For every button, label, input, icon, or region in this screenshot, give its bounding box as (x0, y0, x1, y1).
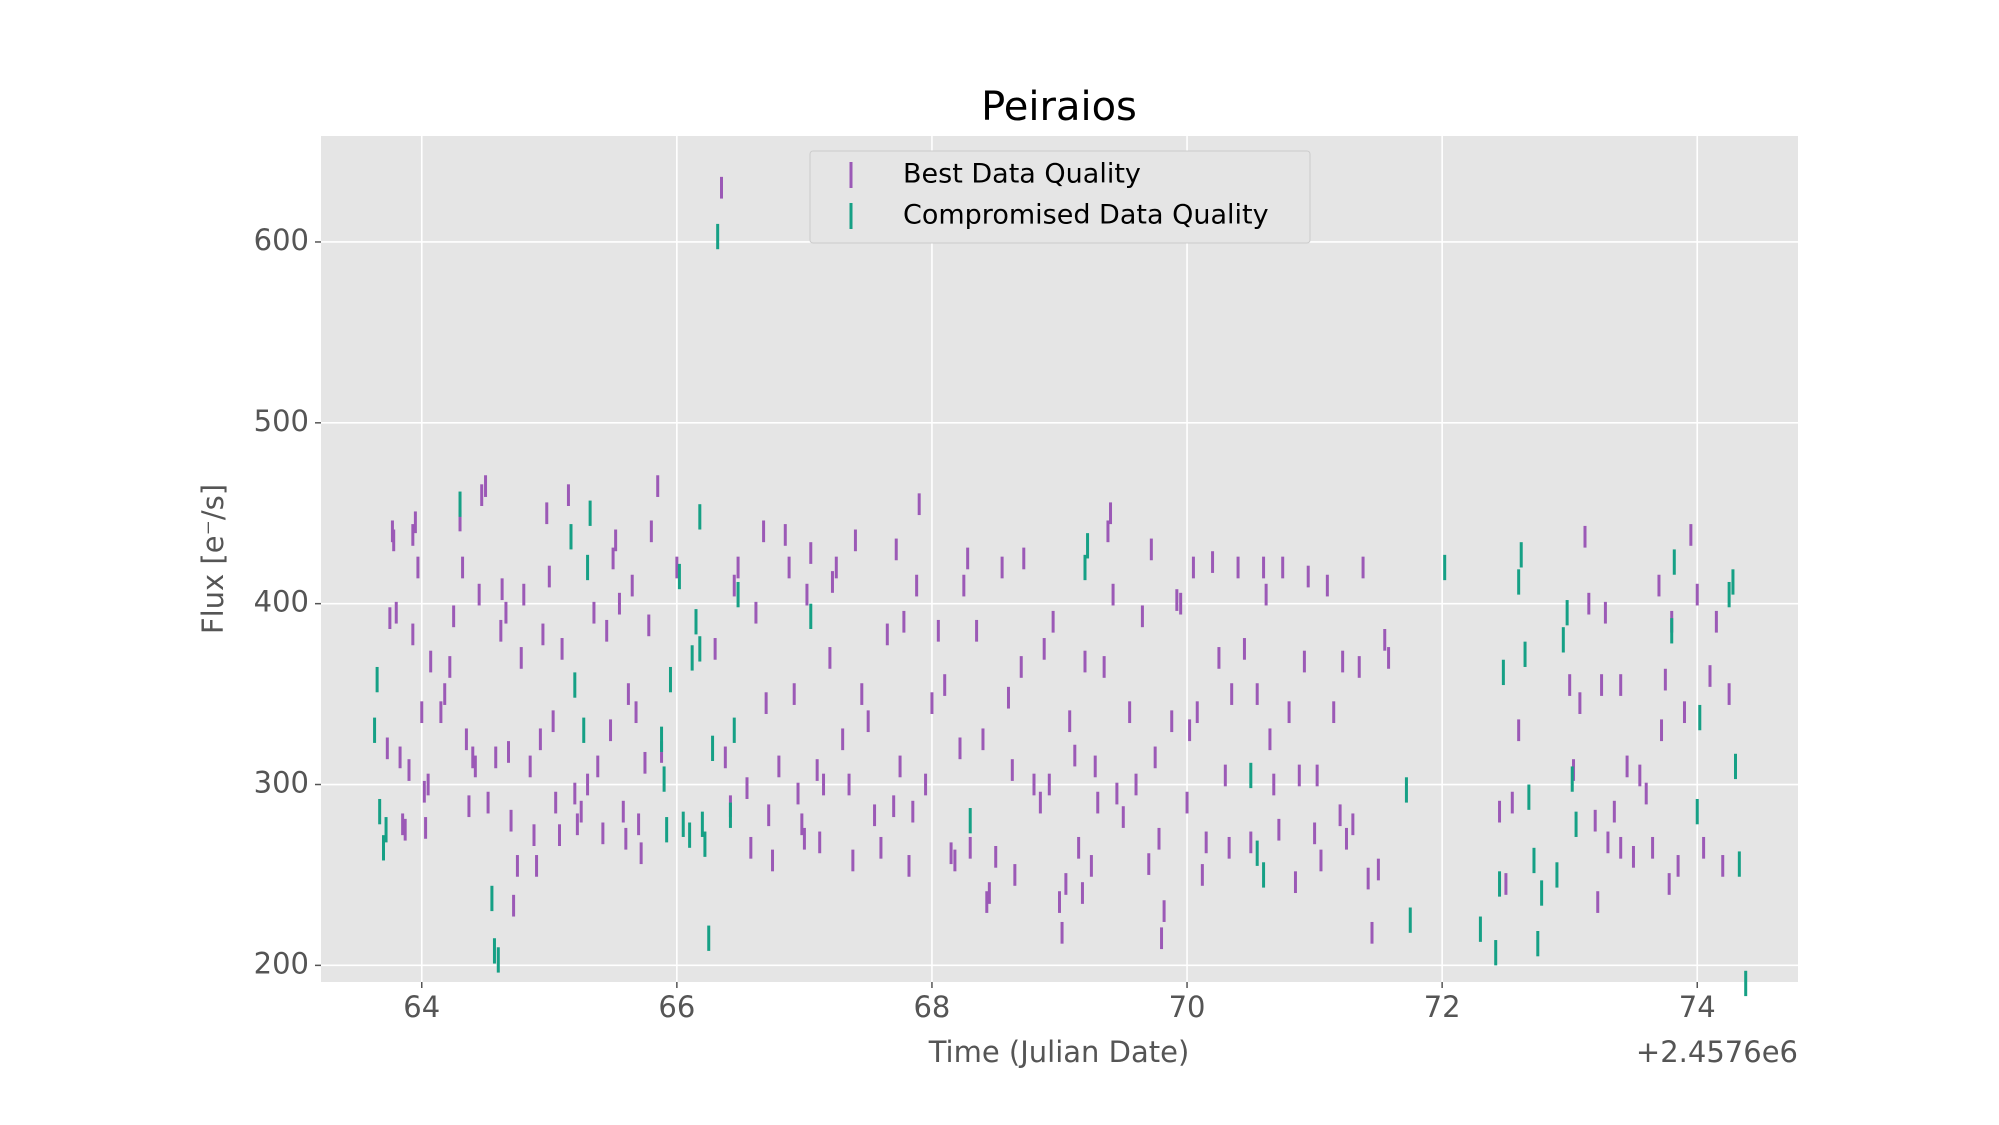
legend-label: Best Data Quality (903, 159, 1141, 190)
marks (373, 176, 1748, 997)
x-tick-label: 68 (913, 990, 950, 1024)
y-tick-label: 400 (254, 585, 309, 619)
y-axis-label: Flux [e⁻/s] (196, 484, 230, 634)
legend-label: Compromised Data Quality (903, 200, 1269, 231)
x-tick-label: 66 (658, 990, 695, 1024)
legend: Best Data Quality Compromised Data Qualit… (809, 150, 1311, 244)
y-tick-label: 600 (254, 223, 309, 257)
x-tick-label: 70 (1169, 990, 1206, 1024)
chart-title: Peiraios (981, 84, 1137, 130)
grid (321, 136, 1798, 982)
legend-box (809, 150, 1311, 244)
y-tick-label: 300 (254, 766, 309, 800)
plot-area (321, 136, 1798, 982)
x-tick-label: 72 (1424, 990, 1461, 1024)
y-tick-label: 200 (254, 946, 309, 980)
x-offset-label: +2.4576e6 (1636, 1035, 1798, 1069)
x-tick-label: 64 (403, 990, 440, 1024)
x-tick-label: 74 (1679, 990, 1716, 1024)
x-axis-label: Time (Julian Date) (928, 1035, 1190, 1069)
y-tick-label: 500 (254, 404, 309, 438)
